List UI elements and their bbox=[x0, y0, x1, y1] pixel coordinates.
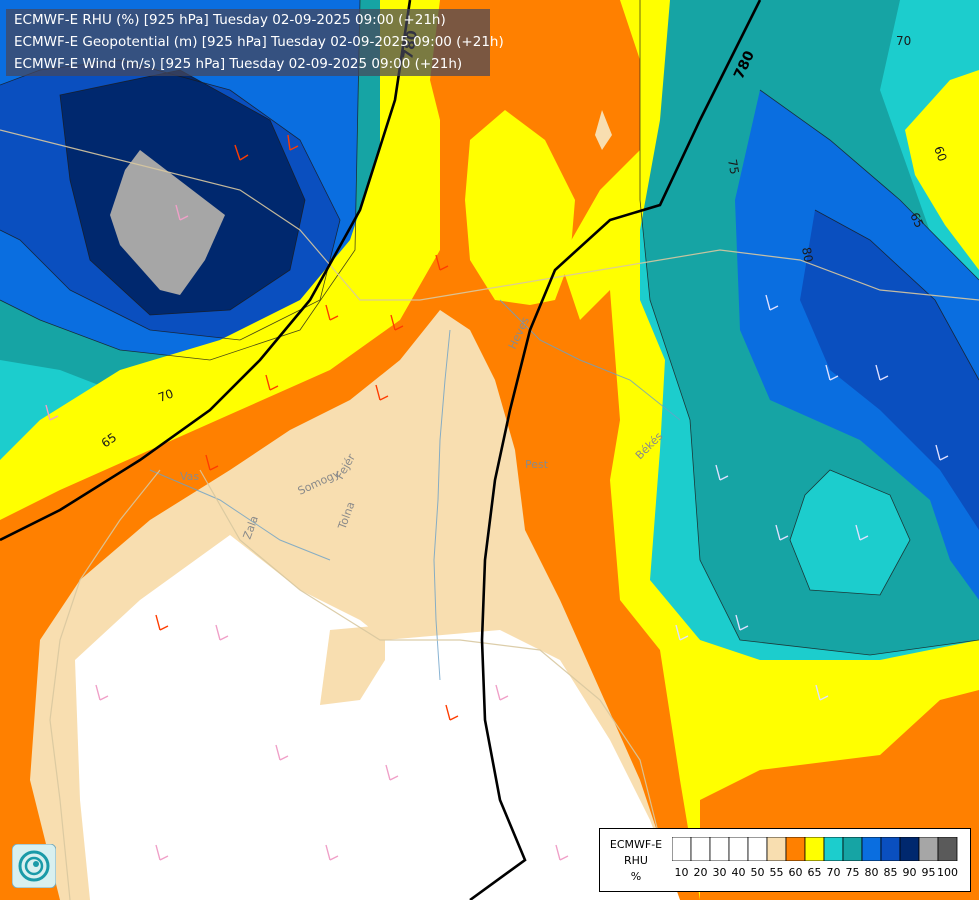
legend-swatch bbox=[747, 837, 768, 861]
region-label: Pest bbox=[525, 458, 549, 471]
legend-title-variable: RHU bbox=[624, 854, 648, 867]
contour-label: 75 bbox=[725, 158, 741, 175]
legend-tick-label: 30 bbox=[712, 866, 727, 879]
rh-65-pocket-north bbox=[465, 110, 575, 305]
legend-tick-label: 100 bbox=[937, 866, 958, 879]
title-line-rhu: ECMWF-E RHU (%) [925 hPa] Tuesday 02-09-… bbox=[14, 12, 446, 28]
legend-ticks: 10 20 30 40 50 55 60 65 70 75 80 85 90 95 100 bbox=[672, 866, 972, 882]
legend-title-unit: % bbox=[630, 870, 642, 883]
contour-label: 60 bbox=[931, 144, 949, 163]
borders bbox=[0, 129, 979, 900]
legend-tick-label: 70 bbox=[826, 866, 841, 879]
legend-swatch bbox=[672, 837, 692, 861]
contour-label: 80 bbox=[799, 246, 815, 263]
color-legend: ECMWF-E RHU % 10 20 30 40 50 55 60 65 70 75 80 85 90… bbox=[599, 828, 971, 892]
rh-85-band-east bbox=[800, 210, 979, 530]
legend-tick-label: 75 bbox=[845, 866, 860, 879]
legend-swatch bbox=[766, 837, 787, 861]
contour-label: 70 bbox=[896, 34, 911, 48]
legend-swatch bbox=[899, 837, 920, 861]
wind-barbs-light bbox=[45, 204, 569, 861]
legend-swatch bbox=[842, 837, 863, 861]
rh-95-band-west bbox=[110, 150, 225, 295]
legend-tick-label: 90 bbox=[902, 866, 917, 879]
legend-tick-label: 55 bbox=[769, 866, 784, 879]
legend-tick-label: 60 bbox=[788, 866, 803, 879]
legend-tick-label: 80 bbox=[864, 866, 879, 879]
legend-swatch bbox=[823, 837, 844, 861]
legend-tick-label: 50 bbox=[750, 866, 765, 879]
legend-swatch bbox=[861, 837, 882, 861]
rh-below-55-region bbox=[75, 535, 680, 900]
legend-swatch bbox=[937, 837, 958, 861]
logo-icon bbox=[11, 843, 57, 889]
geopotential-contour-780 bbox=[0, 0, 762, 900]
legend-tick-label: 65 bbox=[807, 866, 822, 879]
legend-tick-label: 10 bbox=[674, 866, 689, 879]
legend-swatch bbox=[728, 837, 749, 861]
legend-swatch bbox=[880, 837, 901, 861]
rh-60-small-blob bbox=[595, 110, 612, 150]
rh-65-band-ne bbox=[905, 70, 979, 270]
title-line-wind: ECMWF-E Wind (m/s) [925 hPa] Tuesday 02-… bbox=[14, 56, 463, 72]
wind-barbs-east bbox=[675, 294, 949, 701]
legend-title-model: ECMWF-E bbox=[609, 838, 663, 851]
rh-55-pocket bbox=[320, 625, 385, 705]
contour-label: 65 bbox=[907, 210, 926, 230]
legend-swatch bbox=[709, 837, 730, 861]
legend-swatch bbox=[690, 837, 711, 861]
region-label: Vas bbox=[180, 470, 199, 483]
map-title-box: ECMWF-E RHU (%) [925 hPa] Tuesday 02-09-… bbox=[6, 9, 504, 76]
contour-label: 70 bbox=[156, 386, 175, 404]
rh-70-patch-east bbox=[790, 470, 910, 595]
rivers bbox=[149, 299, 681, 681]
legend-swatch bbox=[804, 837, 825, 861]
wind-barbs-strong bbox=[155, 134, 459, 721]
legend-tick-label: 95 bbox=[921, 866, 936, 879]
title-line-geopotential: ECMWF-E Geopotential (m) [925 hPa] Tuesd… bbox=[14, 34, 504, 50]
legend-swatch bbox=[785, 837, 806, 861]
legend-swatch bbox=[918, 837, 939, 861]
legend-tick-label: 20 bbox=[693, 866, 708, 879]
legend-tick-label: 85 bbox=[883, 866, 898, 879]
legend-swatches bbox=[672, 837, 958, 861]
legend-tick-label: 40 bbox=[731, 866, 746, 879]
